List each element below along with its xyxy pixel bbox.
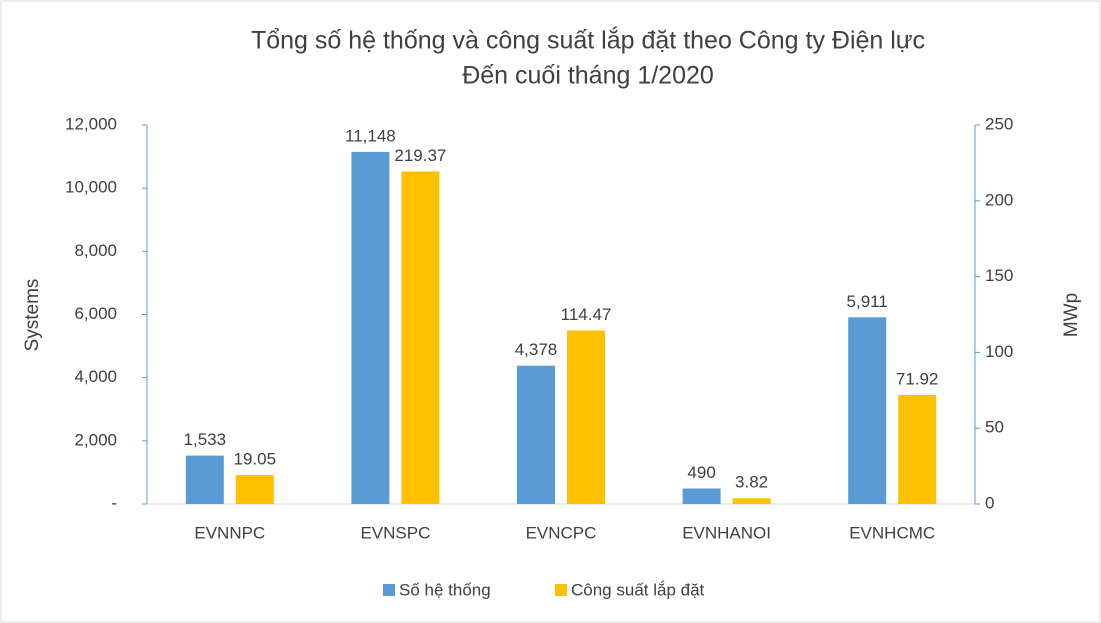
data-label: 1,533 [184,430,227,449]
x-tick-label: EVNCPC [526,523,597,542]
data-label: 5,911 [847,292,888,311]
data-label: 114.47 [561,305,612,324]
y-axis-title: Systems [22,279,43,352]
y2-tick-label: 200 [985,190,1013,209]
chart-subtitle: Đến cuối tháng 1/2020 [462,62,714,90]
legend-label: Công suất lắp đặt [571,580,705,599]
y2-tick-label: 250 [985,114,1013,133]
data-label: 3.82 [735,473,768,492]
bar [898,394,937,504]
data-label: 4,378 [515,340,558,359]
bar [185,455,224,504]
data-label: 219.37 [394,146,446,165]
data-label: 19.05 [234,450,277,469]
x-tick-label: EVNSPC [360,523,430,542]
bar [682,488,721,504]
y2-axis-title: MWp [1061,293,1082,337]
chart-title: Tổng số hệ thống và công suất lắp đặt th… [251,26,925,55]
y-tick-label: 2,000 [74,430,117,449]
y-tick-label: - [111,493,117,512]
y2-tick-label: 150 [985,266,1013,285]
y-tick-label: 4,000 [74,367,117,386]
bar [235,475,274,504]
legend-swatch [555,584,567,596]
bar [351,151,390,504]
y-tick-label: 12,000 [65,114,117,133]
y2-tick-label: 0 [985,493,994,512]
y-tick-label: 10,000 [65,178,117,197]
data-label: 490 [687,463,715,482]
data-label: 71.92 [896,369,939,388]
y-tick-label: 6,000 [74,304,117,323]
x-tick-label: EVNNPC [194,523,265,542]
x-tick-label: EVNHCMC [849,523,935,542]
bar [848,317,887,504]
bar [567,330,605,504]
y2-tick-label: 100 [985,342,1013,361]
y2-tick-label: 50 [985,418,1004,437]
bar [517,365,555,504]
data-label: 11,148 [345,126,396,145]
y-tick-label: 8,000 [74,241,117,260]
bar [401,171,440,505]
legend-label: Số hệ thống [399,580,491,599]
bar [732,498,771,504]
x-tick-label: EVNHANOI [682,523,771,542]
legend-swatch [383,584,395,596]
